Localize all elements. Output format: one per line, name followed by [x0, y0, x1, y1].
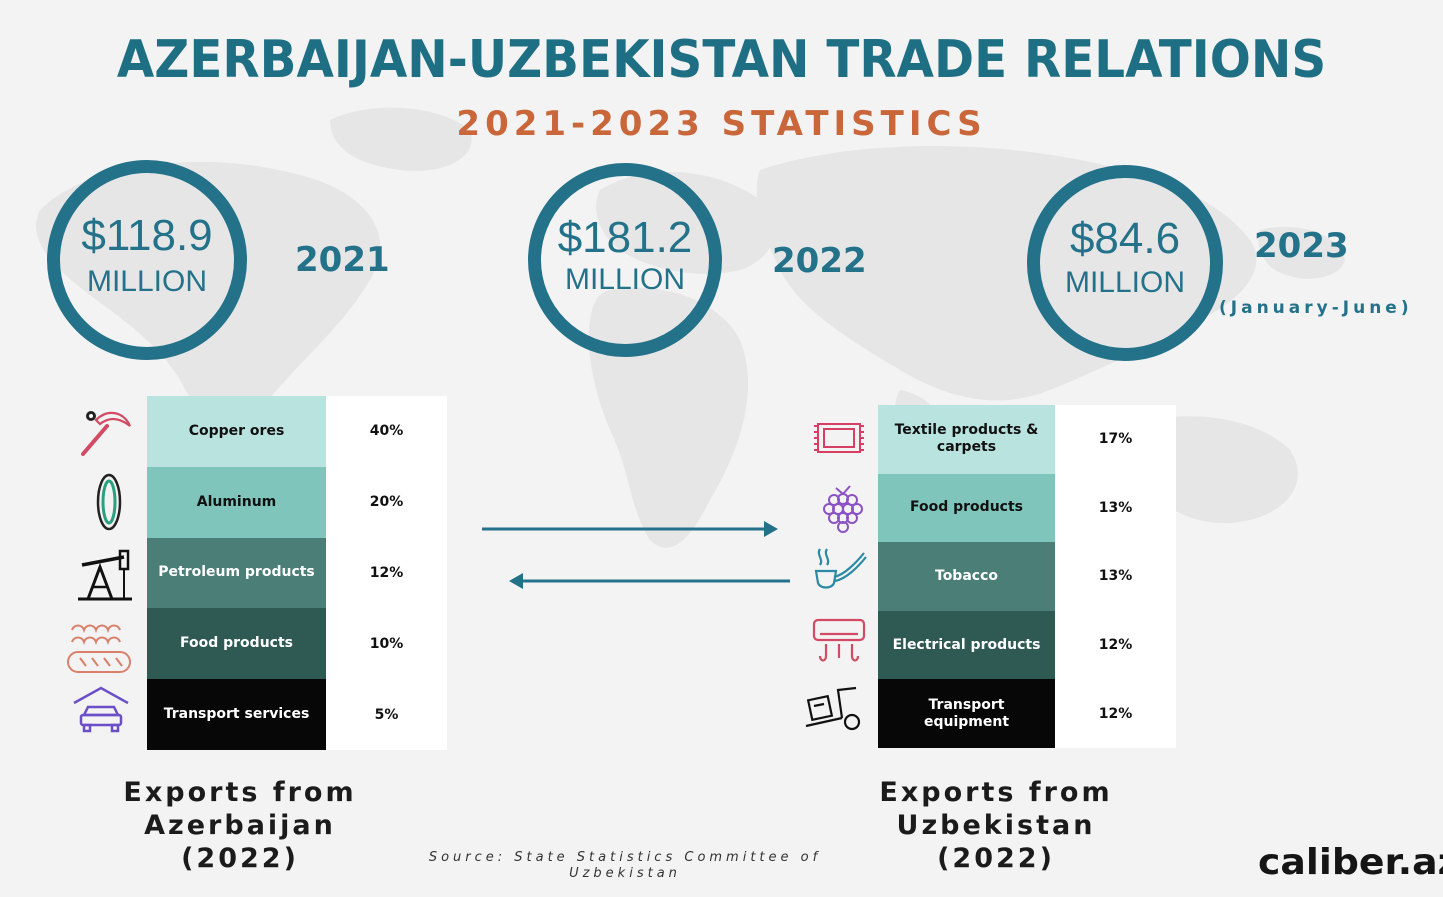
- export-category: Copper ores: [147, 396, 326, 467]
- table-row: Tobacco 13%: [878, 542, 1176, 611]
- export-category: Electrical products: [878, 610, 1055, 680]
- export-category: Food products: [878, 473, 1055, 543]
- azerbaijan-exports-caption: Exports from Azerbaijan (2022): [30, 776, 450, 875]
- page-subtitle: 2021-2023 STATISTICS: [456, 104, 987, 144]
- pickaxe-icon: [81, 411, 132, 456]
- brand-logo: caliber.az: [1258, 842, 1443, 883]
- caption-line: (2022): [181, 843, 299, 874]
- air-conditioner-icon: [812, 618, 866, 662]
- smoking-pipe-icon: [814, 548, 867, 589]
- caption-line: Exports from Azerbaijan: [123, 777, 357, 841]
- export-share: 12%: [369, 564, 404, 581]
- bread-icon: [67, 624, 131, 673]
- uzbekistan-exports-table: Textile products & carpets 17% Food produc…: [878, 405, 1176, 748]
- export-category: Aluminum: [147, 466, 326, 538]
- trade-year-2023: 2023: [1254, 226, 1349, 266]
- page-title: AZERBAIJAN-UZBEKISTAN TRADE RELATIONS: [116, 30, 1327, 90]
- trade-volume-amount: $84.6: [1069, 214, 1181, 263]
- source-note: Source: State Statistics Committee of Uz…: [420, 850, 830, 882]
- export-share: 20%: [369, 494, 404, 511]
- trade-volume-unit: MILLION: [1064, 266, 1186, 299]
- export-arrow-right: [482, 521, 778, 537]
- table-row: Copper ores 40%: [147, 396, 447, 467]
- export-share: 12%: [1098, 637, 1133, 654]
- trade-year-2022: 2022: [772, 241, 867, 281]
- export-share: 17%: [1098, 431, 1133, 448]
- export-category: Textile products & carpets: [878, 405, 1055, 474]
- table-row: Transport services 5%: [147, 679, 447, 750]
- trade-period-note: (January-June): [1219, 298, 1413, 318]
- export-arrow-left: [509, 573, 790, 589]
- trade-volume-ring-2023: $84.6 MILLION: [1027, 165, 1223, 361]
- export-share: 5%: [374, 706, 399, 723]
- azerbaijan-exports-table: Copper ores 40% Aluminum 20% Petroleum produ…: [147, 396, 447, 750]
- trade-year-2021: 2021: [295, 240, 390, 280]
- oil-pump-icon: [78, 549, 132, 601]
- trade-volume-amount: $118.9: [81, 211, 213, 260]
- trade-volume-ring-2022: $181.2 MILLION: [528, 163, 722, 357]
- trade-volume-unit: MILLION: [564, 263, 686, 296]
- export-share: 13%: [1098, 568, 1133, 585]
- carpet-icon: [814, 423, 864, 453]
- table-row: Aluminum 20%: [147, 466, 447, 538]
- export-share: 13%: [1098, 499, 1133, 516]
- table-row: Electrical products 12%: [878, 610, 1176, 680]
- raspberry-icon: [823, 485, 863, 533]
- source-line: Source: State Statistics Committee of: [428, 850, 822, 865]
- export-category: Food products: [147, 608, 326, 680]
- table-row: Food products 13%: [878, 473, 1176, 543]
- export-category: Transport services: [147, 679, 326, 750]
- hand-truck-icon: [805, 686, 861, 731]
- caption-line: (2022): [937, 843, 1055, 874]
- export-share: 40%: [369, 423, 404, 440]
- uzbekistan-exports-caption: Exports from Uzbekistan (2022): [786, 776, 1206, 875]
- aluminum-ring-icon: [96, 473, 122, 531]
- export-share: 10%: [369, 635, 404, 652]
- table-row: Transport equipment 12%: [878, 679, 1176, 748]
- export-category: Petroleum products: [147, 537, 326, 609]
- export-category: Transport equipment: [878, 679, 1055, 748]
- trade-volume-ring-2021: $118.9 MILLION: [47, 160, 247, 360]
- table-row: Textile products & carpets 17%: [878, 405, 1176, 474]
- table-row: Food products 10%: [147, 608, 447, 680]
- table-row: Petroleum products 12%: [147, 537, 447, 609]
- source-line: Uzbekistan: [569, 866, 681, 881]
- export-share: 12%: [1098, 705, 1133, 722]
- trade-volume-unit: MILLION: [86, 265, 208, 298]
- garage-car-icon: [73, 686, 129, 733]
- caption-line: Exports from Uzbekistan: [879, 777, 1113, 841]
- export-category: Tobacco: [878, 542, 1055, 611]
- trade-volume-amount: $181.2: [557, 213, 693, 262]
